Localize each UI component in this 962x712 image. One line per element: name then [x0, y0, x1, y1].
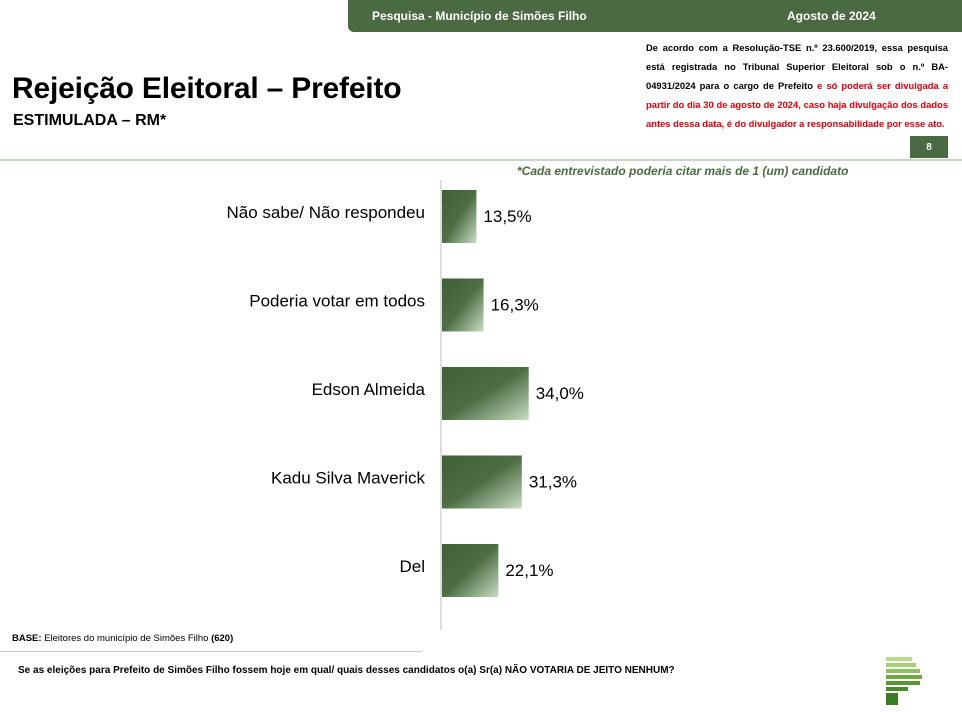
legal-notice-text: De acordo com a Resolução-TSE n.º 23.600…	[646, 42, 948, 91]
bar	[442, 367, 529, 420]
page-number: 8	[910, 136, 948, 158]
value-label: 34,0%	[536, 384, 584, 403]
value-label: 31,3%	[529, 472, 577, 491]
brand-logo-icon	[886, 657, 922, 705]
base-count: (620)	[211, 633, 234, 644]
base-divider	[0, 651, 422, 652]
base-label: BASE:	[12, 633, 42, 644]
header-date: Agosto de 2024	[787, 9, 876, 23]
legal-notice: De acordo com a Resolução-TSE n.º 23.600…	[646, 38, 948, 133]
survey-question: Se as eleições para Prefeito de Simões F…	[18, 665, 675, 676]
value-label: 22,1%	[505, 561, 553, 580]
base-note: BASE: Eleitores do município de Simões F…	[12, 633, 233, 644]
value-label: 13,5%	[483, 207, 531, 226]
value-label: 16,3%	[491, 295, 539, 314]
legal-notice-warning: e só poderá ser divulgada a partir do di…	[646, 80, 948, 129]
bar	[442, 544, 499, 597]
page-subtitle: ESTIMULADA – RM*	[13, 112, 167, 129]
bar	[442, 278, 484, 332]
category-label: Del	[399, 557, 425, 576]
bar	[442, 190, 477, 243]
header-survey-title: Pesquisa - Município de Simões Filho	[372, 9, 587, 23]
page-title: Rejeição Eleitoral – Prefeito	[12, 72, 402, 105]
chart-footnote: *Cada entrevistado poderia citar mais de…	[517, 164, 849, 178]
header-divider	[0, 159, 962, 161]
header-band	[348, 0, 962, 32]
rejection-bar-chart: Não sabe/ Não respondeu 13,5% Poderia vota…	[227, 180, 584, 630]
bar	[442, 455, 522, 509]
category-label: Edson Almeida	[312, 380, 426, 399]
category-label: Não sabe/ Não respondeu	[227, 203, 425, 222]
category-label: Kadu Silva Maverick	[271, 468, 426, 487]
base-text: Eleitores do município de Simões Filho	[41, 633, 212, 644]
category-label: Poderia votar em todos	[249, 291, 425, 310]
